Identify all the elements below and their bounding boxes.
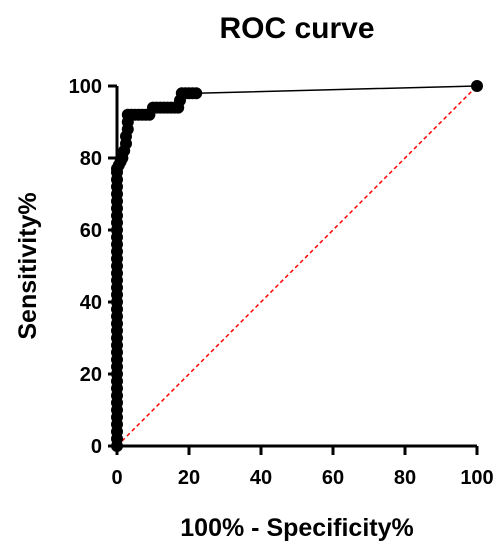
x-tick-label: 0 xyxy=(111,467,122,489)
x-axis-title: 100% - Specificity% xyxy=(180,514,413,542)
y-axis-title: Sensitivity% xyxy=(14,192,42,339)
y-tick-label: 80 xyxy=(80,148,102,170)
y-tick-label: 100 xyxy=(69,76,102,98)
x-tick-label: 20 xyxy=(178,467,200,489)
y-tick-label: 40 xyxy=(80,292,102,314)
x-tick-label: 80 xyxy=(394,467,416,489)
x-tick-label: 100 xyxy=(460,467,493,489)
chart-title: ROC curve xyxy=(219,12,374,45)
roc-points-layer xyxy=(111,80,483,452)
y-tick-label: 0 xyxy=(91,436,102,458)
roc-point xyxy=(471,80,483,92)
x-tick-label: 60 xyxy=(322,467,344,489)
reference-line-layer xyxy=(116,85,478,447)
x-tick-label: 40 xyxy=(250,467,272,489)
roc-point xyxy=(190,87,203,100)
axes: 0 20 40 60 80 100 0 20 40 60 80 100 xyxy=(69,76,494,489)
y-tick-label: 60 xyxy=(80,220,102,242)
reference-diagonal-line xyxy=(116,85,478,447)
y-tick-label: 20 xyxy=(80,364,102,386)
